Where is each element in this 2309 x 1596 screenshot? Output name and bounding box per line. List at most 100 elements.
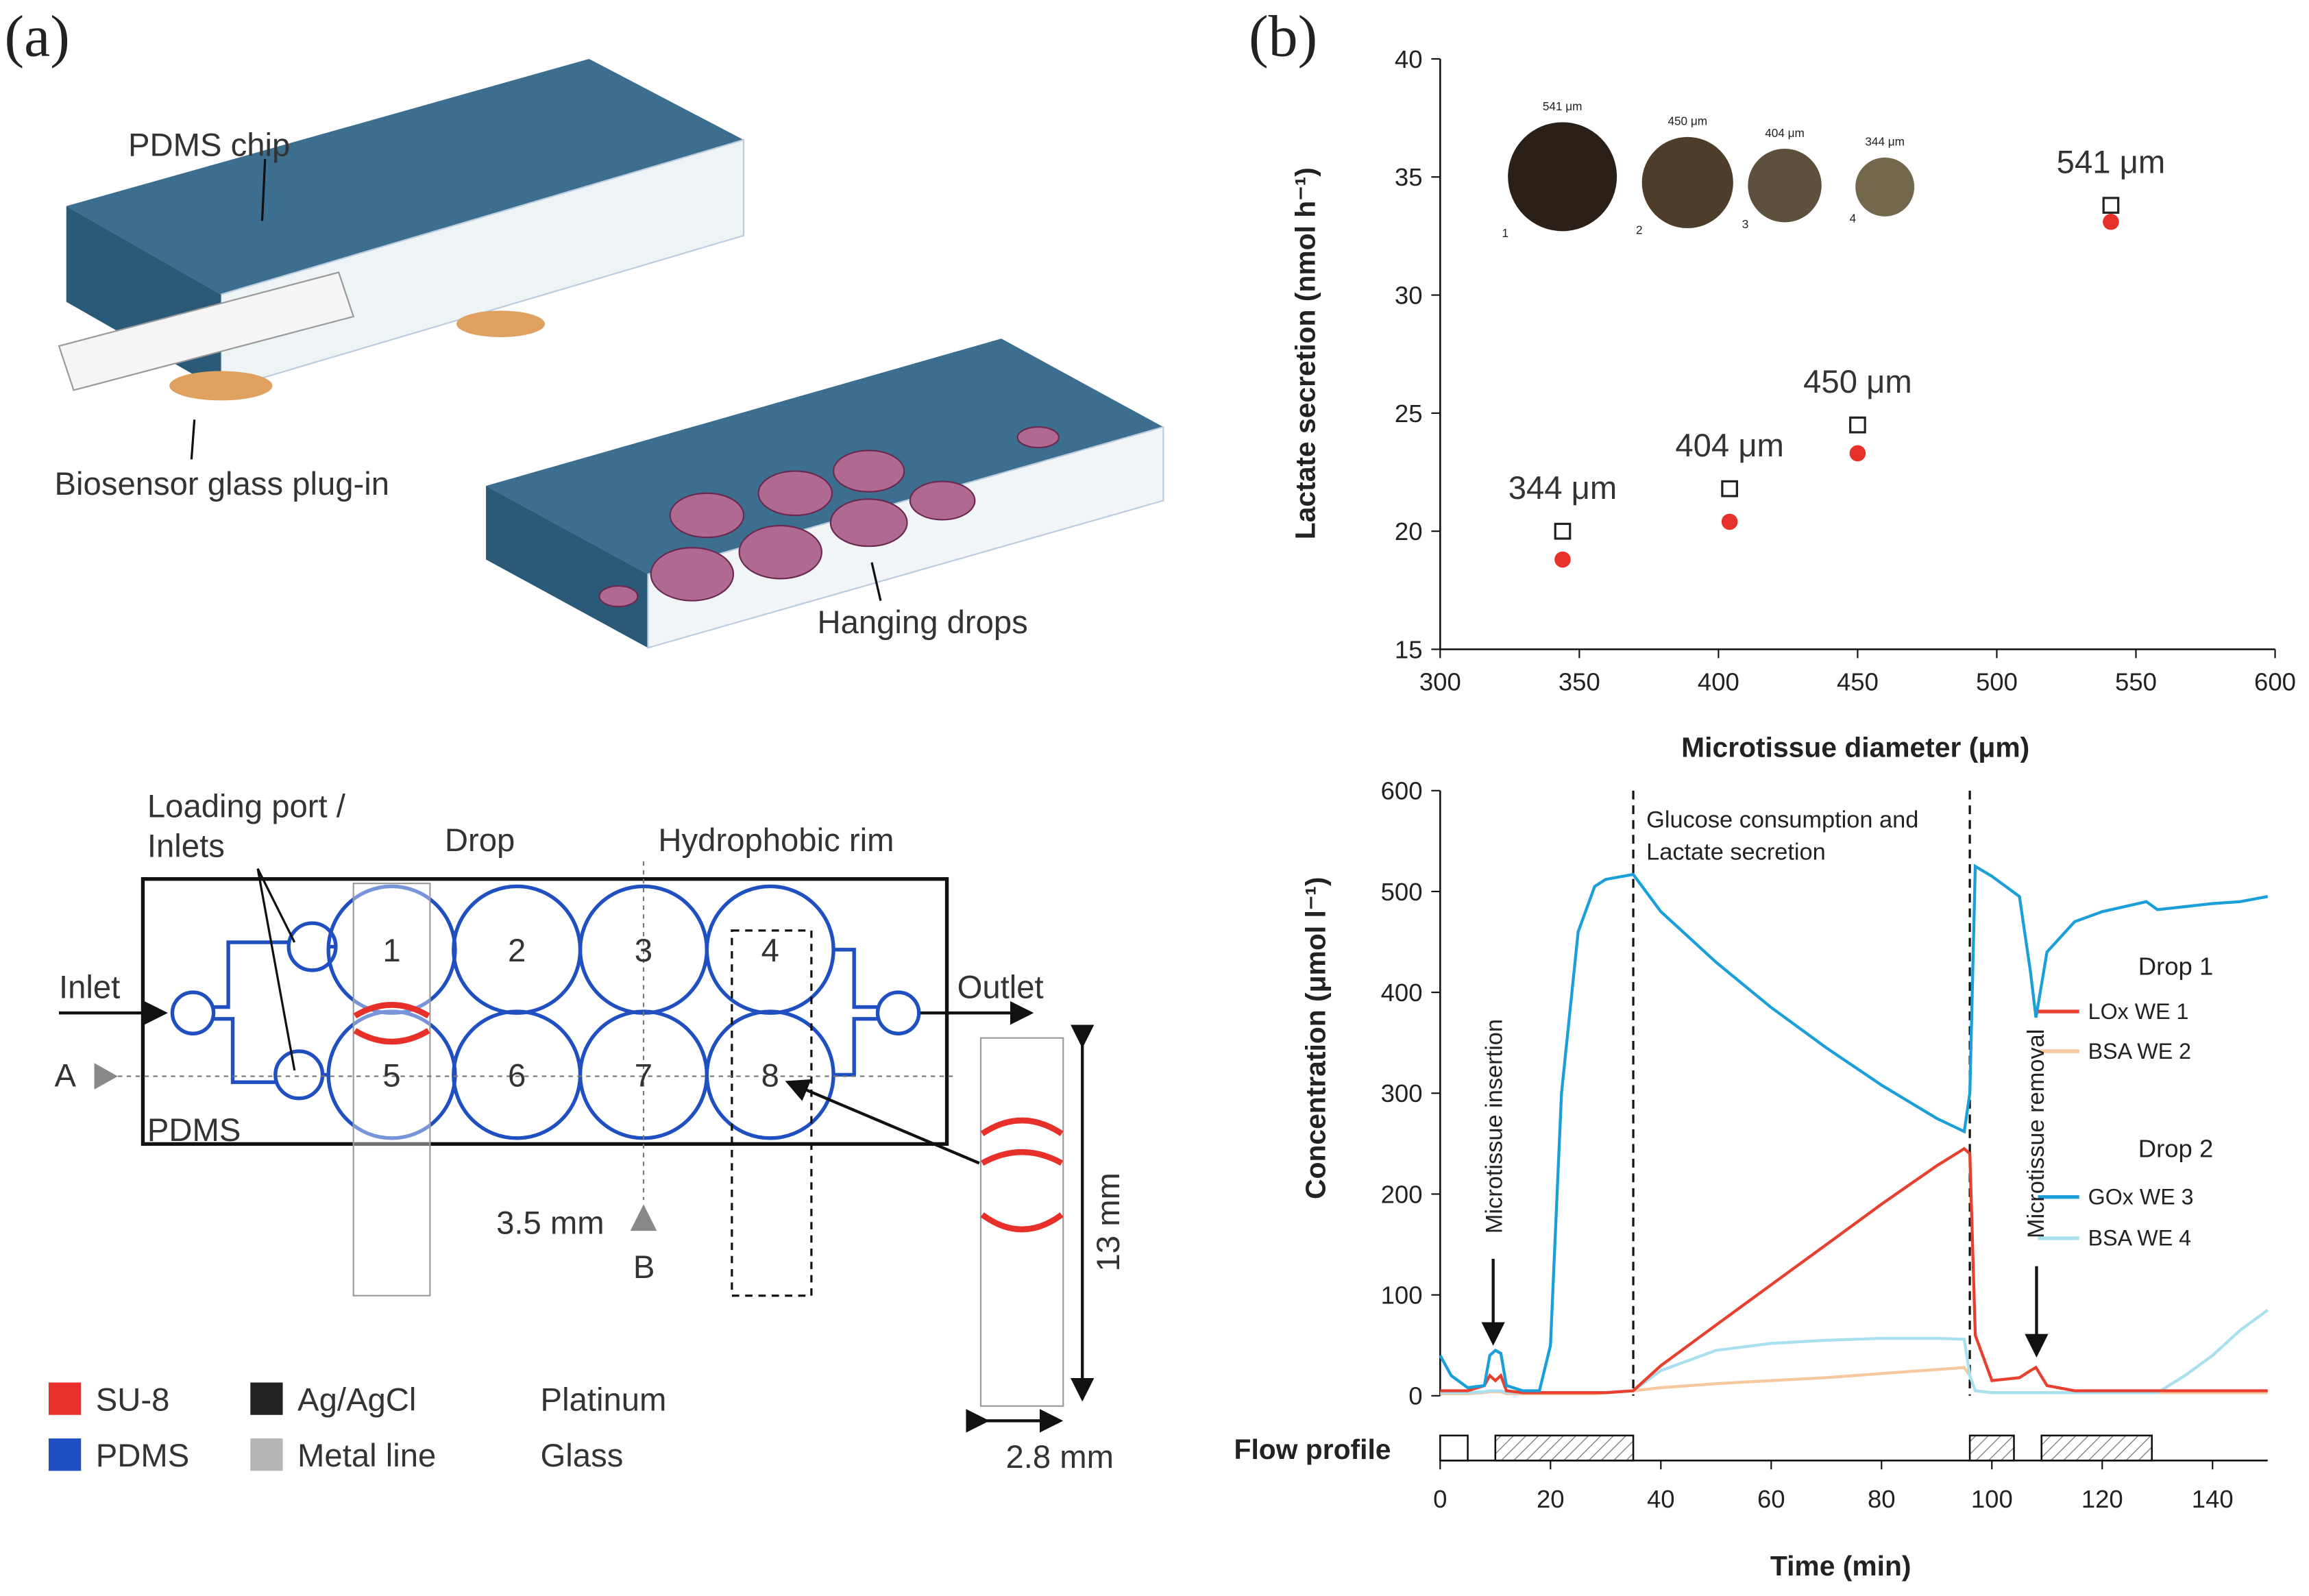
schematic-label: A: [55, 1058, 77, 1094]
x-tick-label: 300: [1419, 668, 1461, 696]
data-point: [1849, 416, 1866, 434]
legend-swatch: [493, 1382, 526, 1415]
y-tick-label: 500: [1381, 878, 1423, 906]
data-point: [2102, 197, 2120, 214]
chip-render: [58, 58, 1164, 649]
annotation: Microtissue removal: [2023, 1029, 2049, 1239]
schematic-label: Loading port /: [147, 788, 346, 824]
y-tick-label: 30: [1395, 281, 1423, 309]
y-tick-label: 600: [1381, 777, 1423, 805]
panel-label: (a): [5, 3, 70, 69]
legend-label: PDMS: [96, 1438, 190, 1474]
y-tick-label: 0: [1408, 1382, 1422, 1410]
data-point: [1554, 522, 1572, 540]
x-tick-label: 60: [1757, 1485, 1785, 1513]
y-tick-label: 200: [1381, 1180, 1423, 1208]
schematic-label: Inlet: [59, 970, 120, 1006]
legend-swatch: [48, 1382, 82, 1415]
well-label: 4: [761, 933, 779, 969]
x-tick-label: 80: [1868, 1485, 1896, 1513]
legend-label: SU-8: [96, 1382, 170, 1418]
data-line: [1439, 863, 2269, 1392]
schematic-label: Outlet: [957, 970, 1044, 1006]
schematic-label: 13 mm: [1090, 1173, 1127, 1271]
legend-group: Drop 1: [2138, 952, 2214, 980]
x-axis-title: Microtissue diameter (μm): [1681, 731, 2029, 763]
schematic-label: Hydrophobic rim: [658, 822, 894, 859]
inset-label: 404 μm: [1765, 126, 1805, 140]
schematic-label: 3.5 mm: [496, 1205, 604, 1241]
legend-label: BSA WE 4: [2088, 1226, 2191, 1251]
y-axis-title: Concentration (μmol l⁻¹): [1300, 876, 1332, 1199]
annotation: Microtissue insertion: [1482, 1019, 1508, 1233]
legend-label: BSA WE 2: [2088, 1039, 2191, 1064]
legend-label: Glass: [541, 1438, 624, 1474]
legend-swatch: [48, 1438, 82, 1471]
well-label: 5: [382, 1058, 400, 1094]
schematic-label: B: [633, 1249, 655, 1286]
schematic-label: Inlets: [147, 828, 225, 864]
legend-swatch: [493, 1438, 526, 1471]
x-axis-title: Time (min): [1770, 1550, 1911, 1582]
y-tick-label: 400: [1381, 979, 1423, 1007]
x-tick-label: 400: [1698, 668, 1739, 696]
schematic-label: 2.8 mm: [1005, 1439, 1114, 1475]
x-tick-label: 100: [1971, 1485, 2013, 1513]
well-label: 3: [635, 933, 652, 969]
x-tick-label: 450: [1837, 668, 1879, 696]
annotation: Lactate secretion: [1646, 839, 1826, 865]
flow-label: Flow profile: [1234, 1434, 1391, 1465]
legend-label: Ag/AgCl: [297, 1382, 416, 1418]
schematic-label: PDMS: [147, 1112, 241, 1149]
x-tick-label: 600: [2254, 668, 2296, 696]
legend-label: Metal line: [297, 1438, 436, 1474]
y-tick-label: 100: [1381, 1281, 1423, 1310]
x-tick-label: 40: [1647, 1485, 1675, 1513]
well-label: 1: [382, 933, 400, 969]
schematic: [58, 861, 1095, 1433]
inset-index: 1: [1502, 226, 1509, 240]
microtissue-image: [1508, 122, 1617, 232]
well-label: 7: [635, 1058, 652, 1094]
data-point: [1554, 551, 1571, 568]
render-label: Hanging drops: [817, 604, 1027, 641]
point-annotation: 404 μm: [1675, 428, 1784, 464]
x-tick-label: 140: [2192, 1485, 2234, 1513]
flow-on: [1968, 1434, 2015, 1462]
panel-label: (b): [1249, 3, 1317, 69]
inset-index: 4: [1850, 211, 1857, 225]
data-point: [2103, 213, 2119, 230]
annotation: Glucose consumption and: [1646, 807, 1918, 833]
point-annotation: 344 μm: [1508, 470, 1617, 506]
flow-on: [2040, 1434, 2153, 1462]
y-tick-label: 300: [1381, 1079, 1423, 1107]
point-annotation: 450 μm: [1803, 364, 1912, 400]
y-tick-label: 15: [1395, 635, 1423, 663]
x-tick-label: 120: [2081, 1485, 2123, 1513]
legend-group: Drop 2: [2138, 1135, 2214, 1163]
x-tick-label: 550: [2115, 668, 2157, 696]
legend-label: LOx WE 1: [2088, 999, 2189, 1024]
inset-label: 450 μm: [1667, 114, 1707, 128]
y-tick-label: 25: [1395, 400, 1423, 428]
schematic-label: Drop: [445, 822, 515, 859]
x-tick-label: 20: [1537, 1485, 1565, 1513]
point-annotation: 541 μm: [2057, 144, 2166, 180]
y-tick-label: 20: [1395, 517, 1423, 545]
microtissue-image: [1748, 149, 1822, 223]
legend-swatch: [250, 1382, 283, 1415]
flow-on: [1494, 1434, 1635, 1462]
well-label: 6: [508, 1058, 526, 1094]
inset-index: 2: [1636, 223, 1643, 237]
legend-label: GOx WE 3: [2088, 1184, 2194, 1209]
y-tick-label: 35: [1395, 163, 1423, 191]
y-tick-label: 40: [1395, 45, 1423, 73]
flow-on: [1439, 1434, 1469, 1462]
data-line: [1440, 1309, 2269, 1395]
data-point: [1721, 513, 1738, 530]
render-label: Biosensor glass plug-in: [55, 466, 390, 502]
x-tick-label: 0: [1433, 1485, 1447, 1513]
data-point: [1849, 445, 1866, 462]
data-line: [1440, 1146, 2268, 1395]
